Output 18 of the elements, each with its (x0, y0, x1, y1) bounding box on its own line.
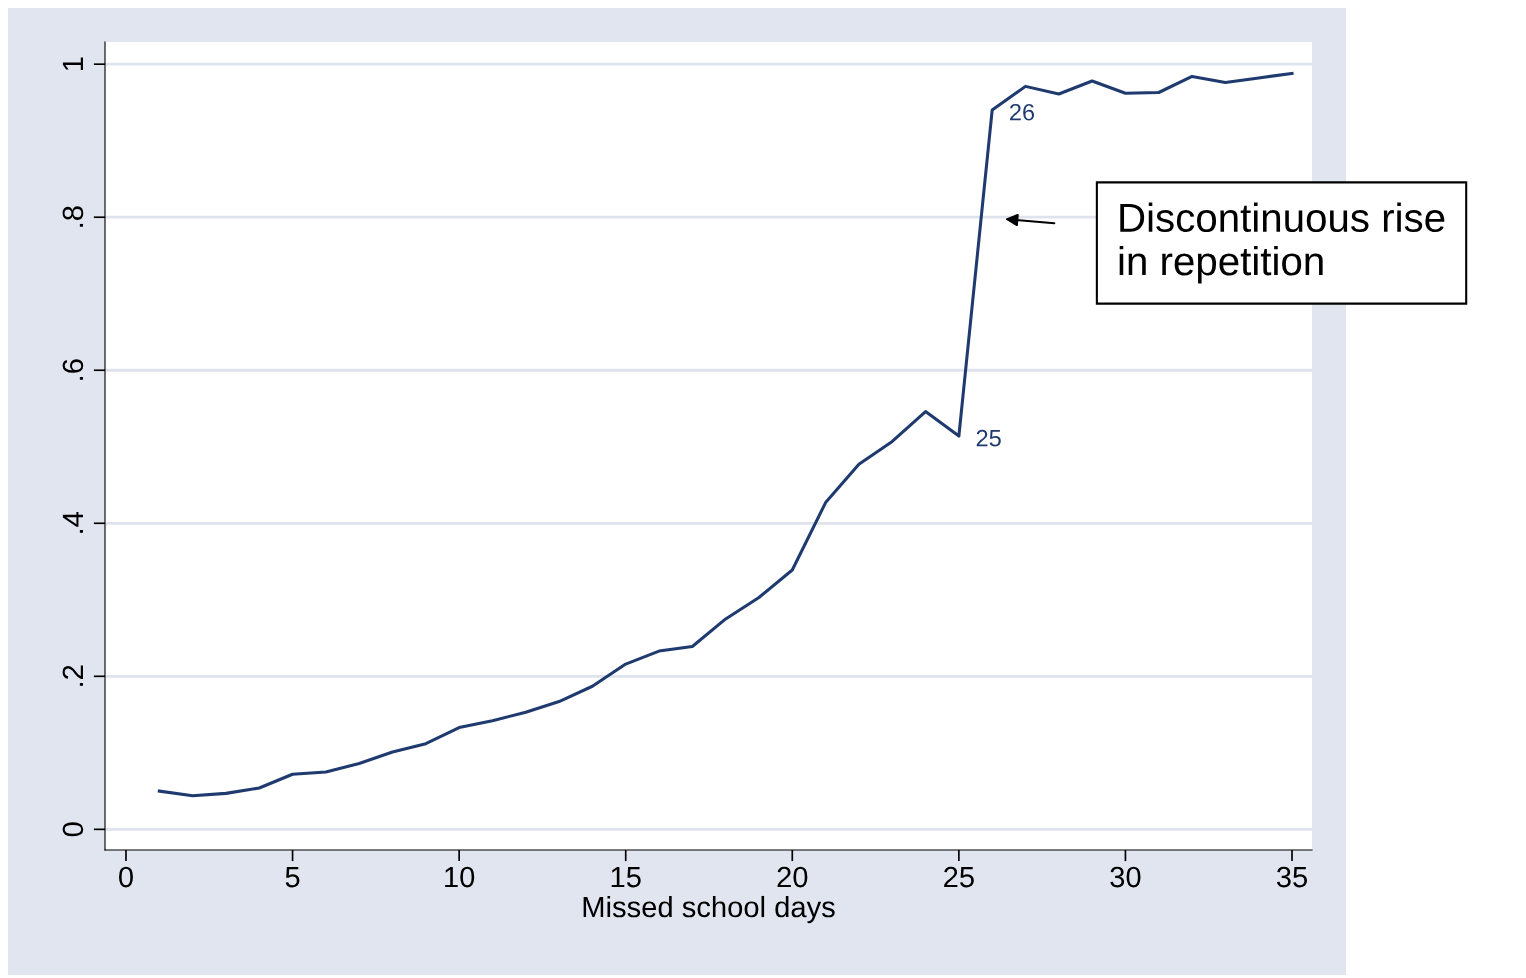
x-tick-label: 35 (1276, 866, 1308, 888)
annotation: 26 (1010, 103, 1035, 121)
annotation: 25 (976, 429, 1001, 447)
y-tick-label: .6 (62, 359, 84, 380)
annotation: Discontinuous rise in repetition (1119, 202, 1445, 284)
x-tick-label: 10 (445, 866, 475, 888)
x-tick-label: 20 (777, 866, 808, 888)
x-tick-label: 25 (944, 866, 974, 888)
x-tick-label: 0 (119, 866, 133, 888)
y-tick-label: 0 (62, 822, 84, 837)
y-tick-label: .8 (62, 206, 84, 227)
y-tick-label: .4 (62, 511, 83, 533)
x-tick-label: 30 (1110, 866, 1141, 888)
y-tick-label: .2 (62, 665, 83, 686)
x-axis-title: Missed school days (583, 895, 835, 924)
y-tick-label: 1 (62, 57, 83, 71)
x-tick-label: 5 (285, 867, 300, 888)
x-tick-label: 15 (611, 867, 641, 888)
